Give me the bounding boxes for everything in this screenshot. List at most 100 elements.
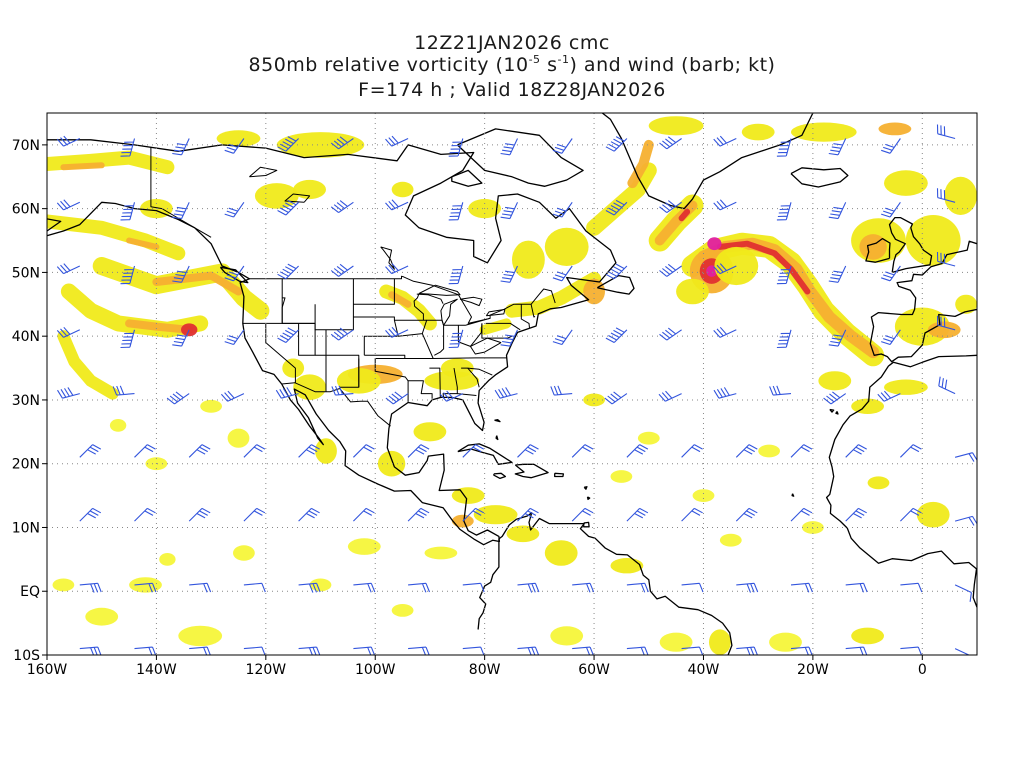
vorticity-band: [716, 240, 811, 295]
state-border: [353, 278, 395, 305]
wind-barb: [552, 201, 573, 218]
lat-label: 60N: [12, 202, 40, 218]
wind-barb: [828, 202, 847, 220]
vorticity-region: [293, 374, 326, 401]
wind-barb: [448, 202, 464, 221]
wind-barb: [298, 507, 320, 522]
wind-barb: [166, 391, 190, 405]
vorticity-band: [627, 139, 654, 189]
wind-barb: [134, 582, 157, 593]
coastline: [791, 493, 795, 497]
wind-barb: [517, 646, 540, 655]
wind-barb: [736, 646, 758, 655]
wind-barb: [448, 265, 464, 285]
vorticity-region: [791, 122, 857, 142]
wind-barb: [407, 444, 430, 458]
vorticity-band: [126, 237, 160, 250]
wind-barb: [776, 329, 792, 349]
coastline: [457, 443, 513, 465]
wind-barb: [56, 263, 81, 275]
state-border: [353, 316, 399, 356]
longitude-labels: 160W 140W 120W 100W 80W 60W 40W 20W 0: [27, 655, 927, 678]
wind-barb: [172, 202, 190, 220]
coastline: [494, 419, 501, 423]
wind-barb: [224, 201, 245, 218]
vorticity-region: [884, 379, 928, 395]
vorticity-region: [676, 278, 709, 305]
lon-label: 40W: [688, 662, 720, 678]
wind-barb: [881, 138, 901, 154]
wind-barb: [845, 444, 867, 458]
wind-barb: [500, 202, 518, 220]
lake-outline: [418, 284, 461, 296]
wind-barb: [57, 387, 80, 399]
wind-barb: [298, 444, 320, 458]
wind-barb: [713, 135, 737, 147]
wind-barb: [462, 507, 485, 522]
vorticity-band: [479, 318, 512, 335]
wind-barb: [517, 444, 539, 458]
wind-barb: [439, 390, 464, 402]
wind-barb: [735, 444, 758, 458]
state-border: [150, 147, 212, 238]
wind-barb: [298, 646, 321, 655]
wind-barb: [224, 329, 245, 346]
lon-label: 160W: [27, 662, 68, 678]
wind-barb: [713, 263, 737, 275]
vorticity-region: [818, 371, 852, 391]
lon-label: 120W: [246, 662, 287, 678]
state-border: [434, 325, 445, 356]
title-exponent-2: -1: [557, 53, 570, 66]
wind-barb: [954, 584, 972, 602]
wind-barb: [172, 265, 190, 283]
coastline: [514, 463, 549, 479]
wind-barb: [448, 138, 464, 157]
wind-barb: [79, 646, 102, 655]
vorticity-region: [233, 545, 255, 561]
wind-barb: [120, 138, 136, 157]
wind-barb: [552, 138, 573, 154]
wind-barb: [517, 582, 540, 593]
vorticity-region: [391, 181, 414, 198]
wind-barb: [494, 387, 518, 399]
lake-outline: [380, 246, 395, 270]
coastline: [586, 496, 591, 501]
wind-barb: [881, 329, 901, 346]
vorticity-region: [741, 123, 775, 141]
wind-barb: [172, 138, 190, 156]
wind-barb: [900, 646, 923, 655]
wind-barb: [552, 329, 573, 346]
vorticity-region: [758, 444, 780, 458]
vorticity-region: [544, 227, 589, 266]
latitude-labels: 70N 60N 50N 40N 30N 20N 10N EQ 10S: [12, 138, 47, 664]
coastline: [477, 512, 733, 655]
vorticity-band: [47, 214, 186, 261]
wind-barb: [277, 136, 299, 152]
wind-barb: [220, 390, 245, 402]
wind-barb: [881, 201, 901, 218]
coastline: [596, 274, 635, 295]
wind-barb: [353, 444, 375, 458]
vorticity-region: [512, 240, 545, 279]
wind-barb: [681, 444, 703, 458]
wind-barb: [243, 646, 266, 655]
vorticity-region: [709, 629, 731, 655]
wind-barb: [681, 582, 704, 593]
lake-outline: [249, 166, 278, 178]
wind-barb: [790, 507, 813, 522]
title-line-2-part: 850mb relative vorticity (10: [248, 54, 529, 76]
vorticity-region: [159, 553, 176, 566]
vorticity-region: [955, 294, 977, 314]
wind-barb: [681, 646, 704, 655]
vorticity-region: [648, 116, 704, 136]
wind-barb: [112, 385, 135, 396]
vorticity-band: [60, 162, 105, 171]
vorticity-region: [451, 487, 485, 504]
wind-barb: [736, 582, 759, 593]
lake-outline: [284, 193, 311, 203]
wind-barb: [900, 444, 922, 458]
coastline: [601, 113, 814, 210]
vorticity-band: [47, 150, 175, 175]
lat-label: 50N: [12, 265, 40, 281]
vorticity-region: [944, 176, 977, 215]
